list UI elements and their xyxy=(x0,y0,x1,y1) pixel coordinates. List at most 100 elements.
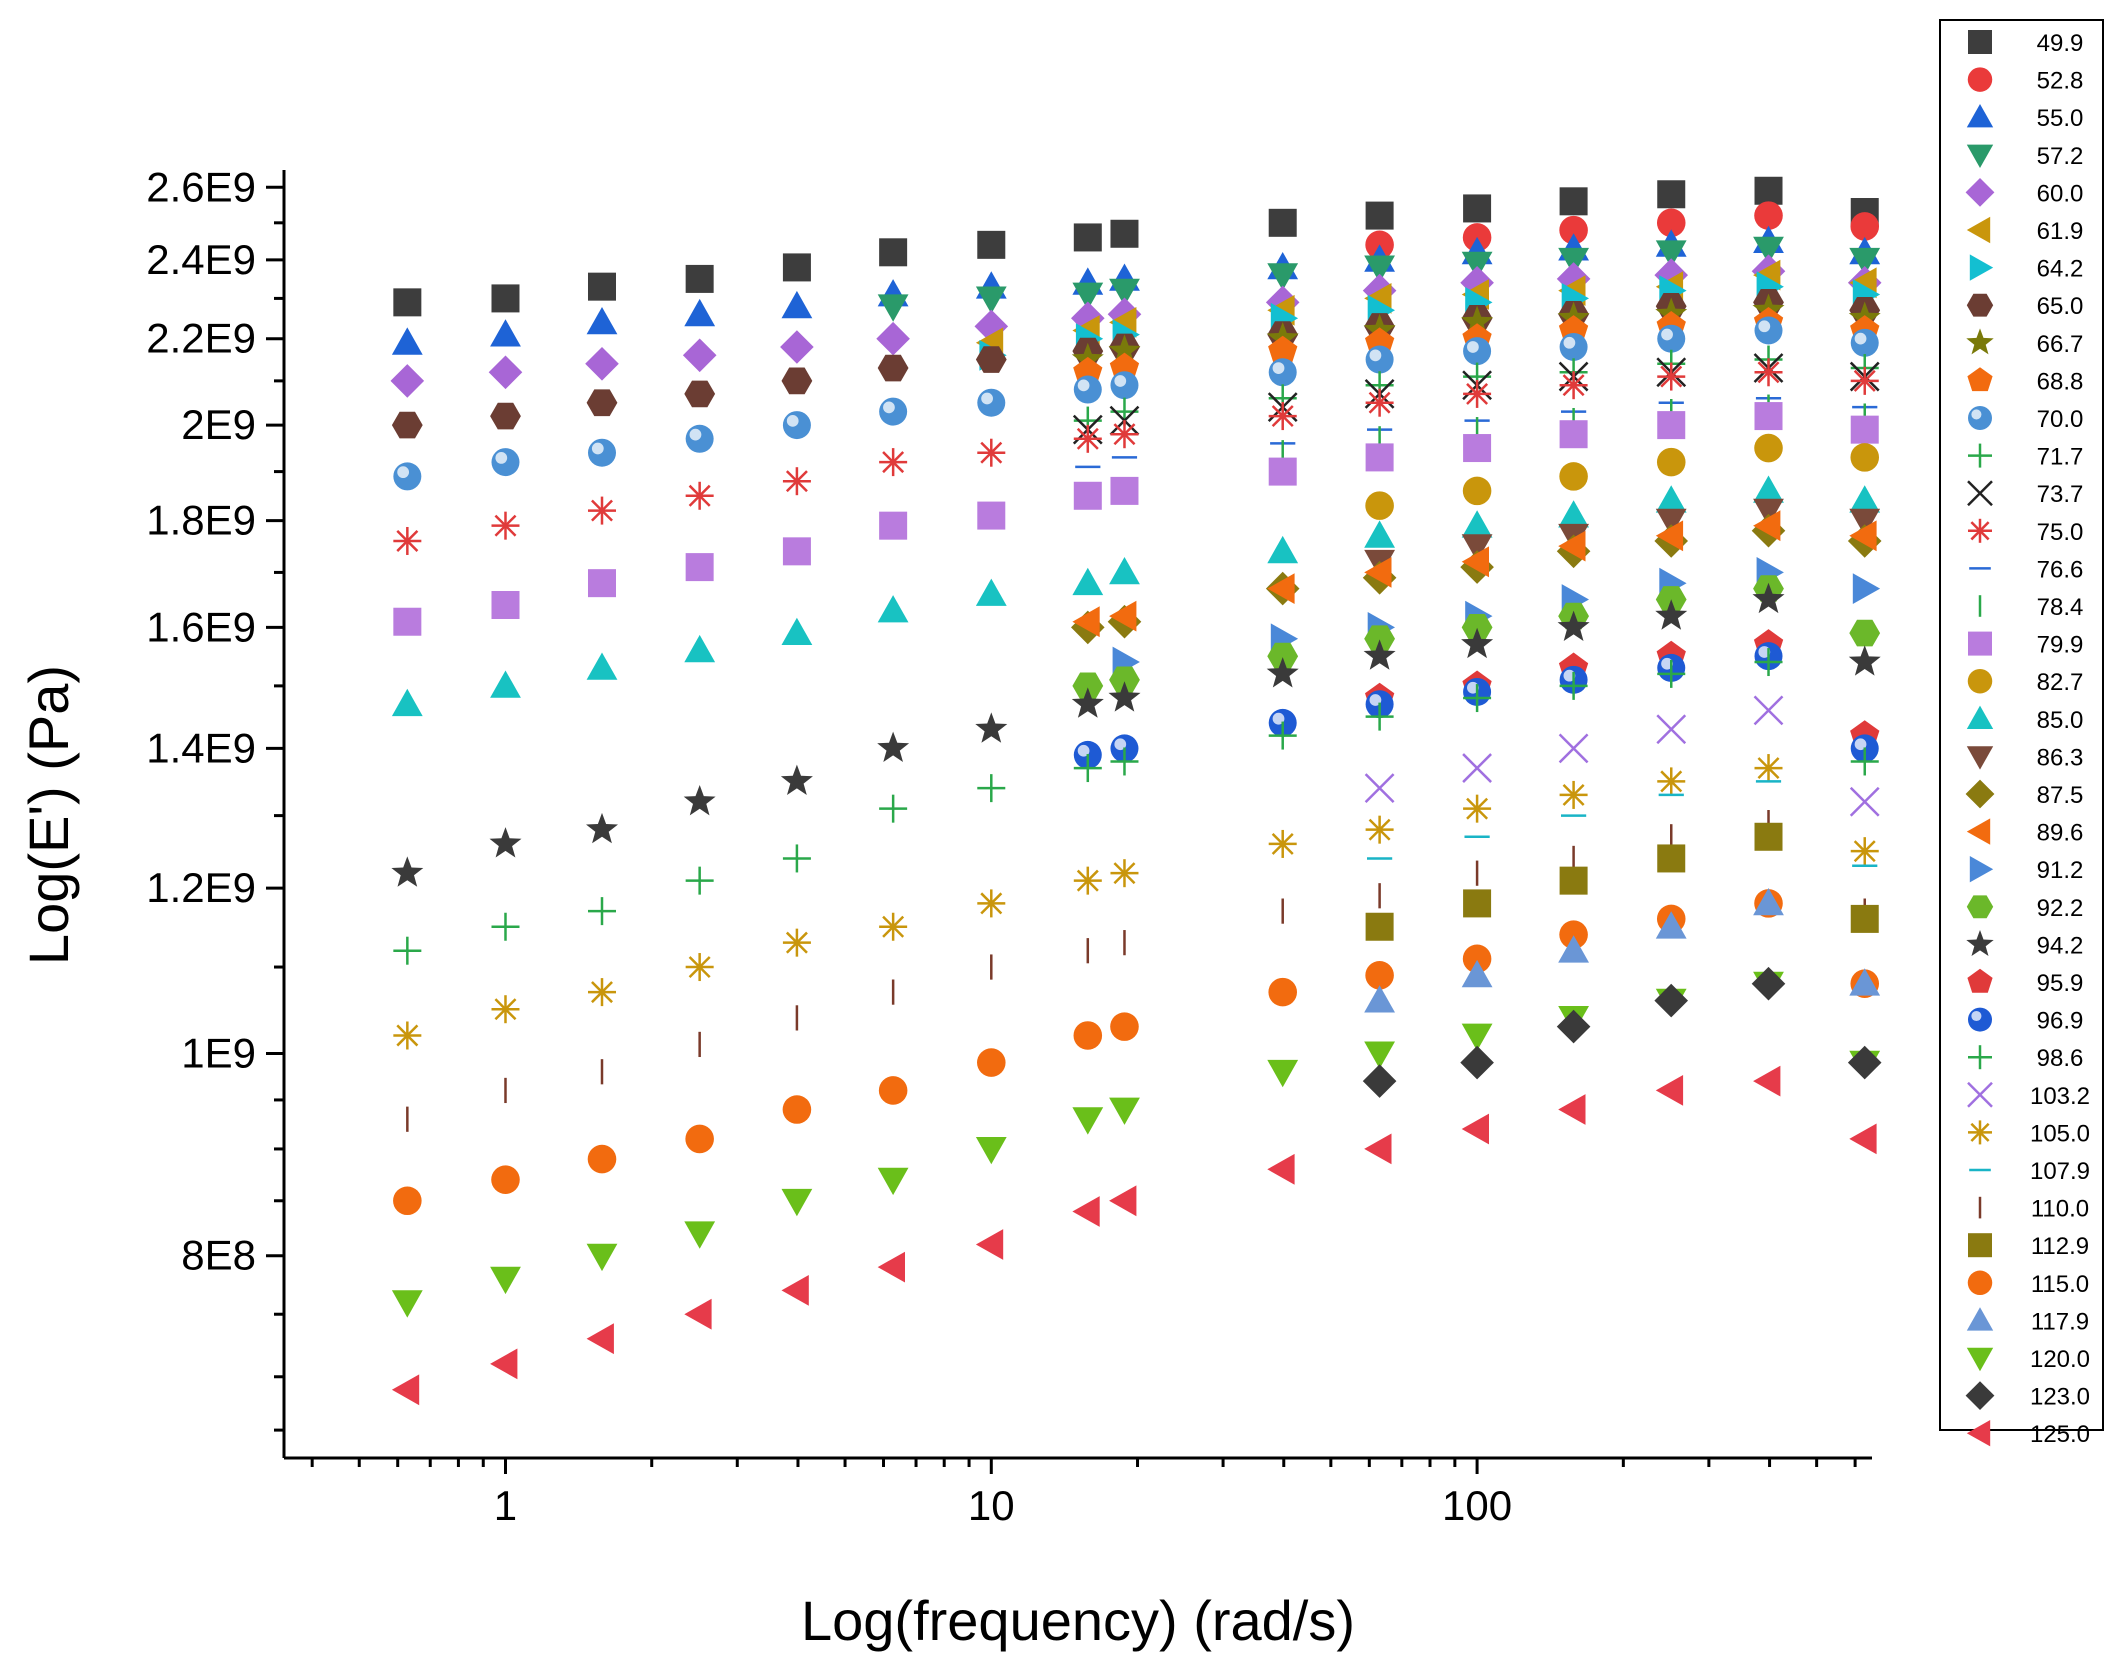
data-point xyxy=(877,731,910,762)
data-point xyxy=(1850,415,1879,444)
data-point xyxy=(1654,983,1688,1018)
legend-entry: 115.0 xyxy=(1967,1270,2089,1298)
data-point xyxy=(1365,912,1394,941)
data-point xyxy=(587,897,616,926)
data-point xyxy=(1110,219,1139,248)
legend-entry: 79.9 xyxy=(1968,631,2083,659)
data-point xyxy=(782,411,811,440)
data-point xyxy=(1362,1064,1397,1098)
data-point xyxy=(390,364,425,398)
axes: 1 10 100 8E8 1E9 1.2E9 1.4E9 1.6E9 1.8E9 2E9 2.2E9… xyxy=(146,163,1872,1529)
data-point xyxy=(1754,402,1783,431)
legend-entry: 61.9 xyxy=(1966,216,2083,245)
x-axis-title: Log(frequency) (rad/s) xyxy=(801,1589,1355,1652)
legend-marker-icon xyxy=(1968,631,1992,656)
data-point xyxy=(1754,433,1783,463)
legend-entry: 125.0 xyxy=(1966,1420,2090,1448)
data-point xyxy=(1753,498,1784,526)
data-point xyxy=(977,774,1006,803)
series-57.2 xyxy=(877,236,1881,322)
legend-marker-icon xyxy=(1969,254,1994,281)
data-point xyxy=(877,354,909,382)
data-point xyxy=(877,294,909,322)
legend-marker-icon xyxy=(1966,705,1994,729)
data-point xyxy=(1558,530,1586,562)
data-point xyxy=(1754,358,1783,387)
data-point xyxy=(782,537,811,566)
data-point xyxy=(1461,251,1493,279)
legend-label: 52.8 xyxy=(2037,68,2084,95)
legend-label: 91.2 xyxy=(2037,857,2084,884)
data-point xyxy=(1267,573,1295,604)
data-point xyxy=(1109,600,1137,632)
data-point xyxy=(391,688,423,717)
data-point xyxy=(1559,187,1588,216)
data-point xyxy=(1850,443,1880,472)
legend-entry: 86.3 xyxy=(1966,744,2083,771)
legend-label: 57.2 xyxy=(2037,143,2084,170)
data-point xyxy=(685,1124,714,1154)
data-point xyxy=(879,794,908,823)
legend-label: 65.0 xyxy=(2037,293,2084,320)
data-point xyxy=(1461,305,1494,336)
data-point xyxy=(1754,201,1783,230)
data-point xyxy=(682,338,717,373)
data-point xyxy=(684,634,716,663)
data-point xyxy=(391,1290,423,1318)
legend-label: 112.9 xyxy=(2031,1233,2089,1260)
series-82.7 xyxy=(1365,433,1880,520)
data-point xyxy=(1556,1009,1591,1044)
legend-label: 125.0 xyxy=(2030,1421,2090,1448)
legend-marker-icon xyxy=(1966,104,1994,128)
legend-box xyxy=(1939,19,2104,1431)
legend-marker-icon xyxy=(1967,367,1993,392)
data-point xyxy=(780,764,813,795)
data-point xyxy=(1461,627,1494,659)
legend-label: 60.0 xyxy=(2037,180,2084,207)
data-point xyxy=(1267,1153,1295,1185)
data-point xyxy=(1559,420,1588,449)
data-point xyxy=(1108,334,1141,365)
series-103.2 xyxy=(1364,695,1880,817)
data-point xyxy=(1364,1041,1395,1069)
data-point xyxy=(1657,844,1686,873)
data-point xyxy=(391,1374,420,1406)
data-point xyxy=(1267,535,1299,564)
legend-marker-icon xyxy=(1967,480,1993,507)
data-point xyxy=(586,812,618,844)
data-point xyxy=(489,827,522,858)
legend-entry: 55.0 xyxy=(1966,104,2083,132)
data-point xyxy=(1364,773,1395,804)
data-point xyxy=(685,264,714,293)
data-point xyxy=(878,1076,908,1105)
data-point xyxy=(1849,520,1877,552)
data-point xyxy=(684,380,716,408)
data-point xyxy=(1754,754,1783,783)
legend-entry: 71.7 xyxy=(1968,443,2083,471)
data-point xyxy=(1559,866,1588,895)
data-point xyxy=(1463,337,1492,366)
data-point xyxy=(1072,567,1104,596)
data-point xyxy=(1753,888,1784,916)
data-point xyxy=(491,448,520,477)
data-point xyxy=(1849,968,1881,996)
data-point xyxy=(1268,208,1297,237)
data-point xyxy=(1109,278,1140,306)
data-point xyxy=(1268,358,1297,387)
legend-entry: 123.0 xyxy=(1965,1381,2090,1411)
legend-marker-icon xyxy=(1966,895,1994,919)
data-point xyxy=(490,319,521,347)
data-point xyxy=(1268,829,1297,858)
legend-marker-icon xyxy=(1967,968,1993,993)
data-point xyxy=(683,785,716,816)
y-tick-label: 1.2E9 xyxy=(146,864,256,911)
data-point xyxy=(975,1137,1007,1165)
data-point xyxy=(684,1298,712,1330)
legend-label: 70.0 xyxy=(2037,406,2084,433)
data-point xyxy=(491,284,520,313)
data-point xyxy=(490,1266,521,1295)
legend-label: 96.9 xyxy=(2037,1008,2084,1035)
data-point xyxy=(1110,859,1139,888)
data-point xyxy=(1559,462,1588,491)
